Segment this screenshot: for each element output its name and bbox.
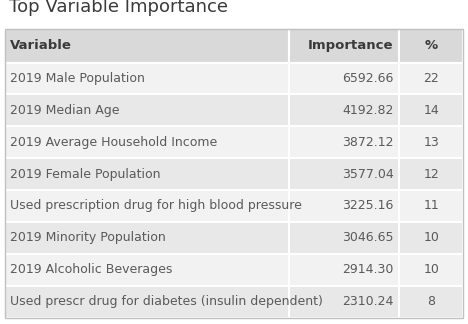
Text: 6592.66: 6592.66 [342, 72, 394, 85]
Text: 22: 22 [424, 72, 439, 85]
Text: 2019 Median Age: 2019 Median Age [10, 104, 120, 117]
Text: Variable: Variable [10, 39, 72, 52]
Text: 3577.04: 3577.04 [342, 168, 394, 180]
Text: 3046.65: 3046.65 [342, 231, 394, 244]
Text: 14: 14 [424, 104, 439, 117]
Text: 11: 11 [424, 200, 439, 213]
Text: %: % [424, 39, 438, 52]
Text: 12: 12 [424, 168, 439, 180]
Text: Top Variable Importance: Top Variable Importance [9, 0, 228, 16]
Text: 3225.16: 3225.16 [342, 200, 394, 213]
Text: 2310.24: 2310.24 [342, 295, 394, 308]
Text: 10: 10 [423, 263, 439, 276]
Text: 2019 Male Population: 2019 Male Population [10, 72, 145, 85]
Text: 2019 Average Household Income: 2019 Average Household Income [10, 136, 218, 149]
Text: 13: 13 [424, 136, 439, 149]
Text: 8: 8 [427, 295, 435, 308]
Text: 2914.30: 2914.30 [342, 263, 394, 276]
Text: 2019 Female Population: 2019 Female Population [10, 168, 161, 180]
Text: 2019 Minority Population: 2019 Minority Population [10, 231, 166, 244]
Text: Used prescr drug for diabetes (insulin dependent): Used prescr drug for diabetes (insulin d… [10, 295, 323, 308]
Text: Used prescription drug for high blood pressure: Used prescription drug for high blood pr… [10, 200, 302, 213]
Text: 2019 Alcoholic Beverages: 2019 Alcoholic Beverages [10, 263, 173, 276]
Text: 3872.12: 3872.12 [342, 136, 394, 149]
Text: 10: 10 [423, 231, 439, 244]
Text: Importance: Importance [308, 39, 394, 52]
Text: 4192.82: 4192.82 [342, 104, 394, 117]
